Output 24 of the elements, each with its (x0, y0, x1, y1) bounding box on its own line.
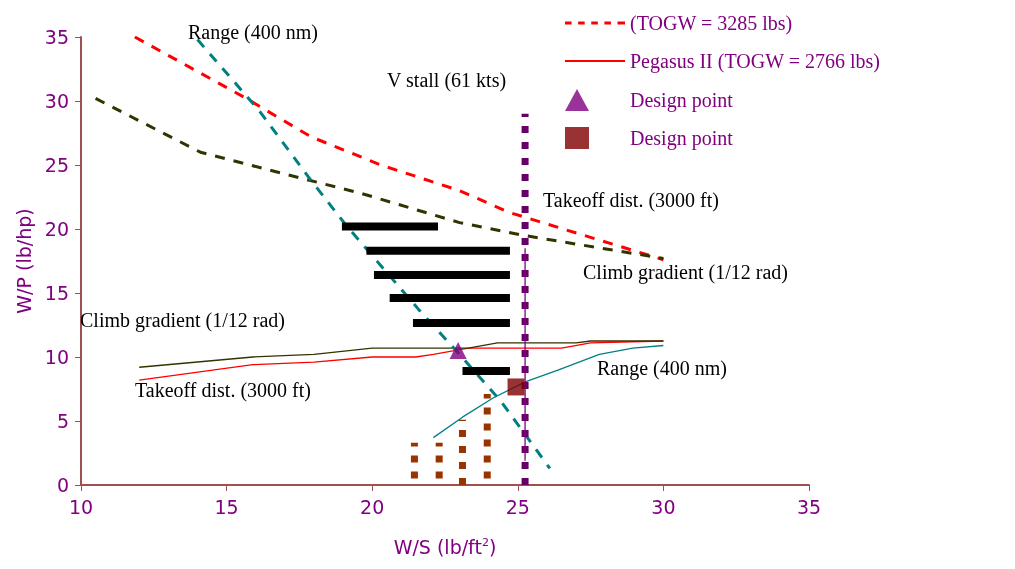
x-tick-label: 25 (505, 495, 530, 518)
y-tick-label: 20 (44, 218, 69, 240)
annotation: Takeoff dist. (3000 ft) (543, 189, 719, 212)
y-tick-label: 5 (56, 410, 69, 432)
legend-label: (TOGW = 3285 lbs) (630, 12, 793, 35)
y-tick-label: 30 (44, 90, 69, 112)
annotation: Climb gradient (1/12 rad) (583, 261, 788, 284)
x-tick-label: 30 (651, 495, 676, 518)
legend-label: Pegasus II (TOGW = 2766 lbs) (630, 50, 880, 73)
x-tick-label: 35 (796, 495, 822, 518)
x-tick-label: 20 (360, 495, 385, 518)
y-tick-label: 10 (44, 346, 69, 368)
x-tick-label: 15 (214, 495, 239, 518)
legend-label: Design point (630, 127, 734, 150)
legend-label: Design point (630, 89, 734, 112)
y-tick-label: 35 (44, 26, 69, 48)
annotation: Range (400 nm) (188, 21, 318, 44)
annotation: Range (400 nm) (597, 357, 727, 380)
y-tick-label: 0 (56, 474, 69, 496)
y-tick-label: 25 (44, 154, 69, 176)
annotation: V stall (61 kts) (387, 69, 507, 92)
annotation: Takeoff dist. (3000 ft) (135, 379, 311, 402)
y-tick-label: 15 (44, 282, 69, 304)
y-axis-title: W/P (lb/hp) (12, 208, 35, 314)
